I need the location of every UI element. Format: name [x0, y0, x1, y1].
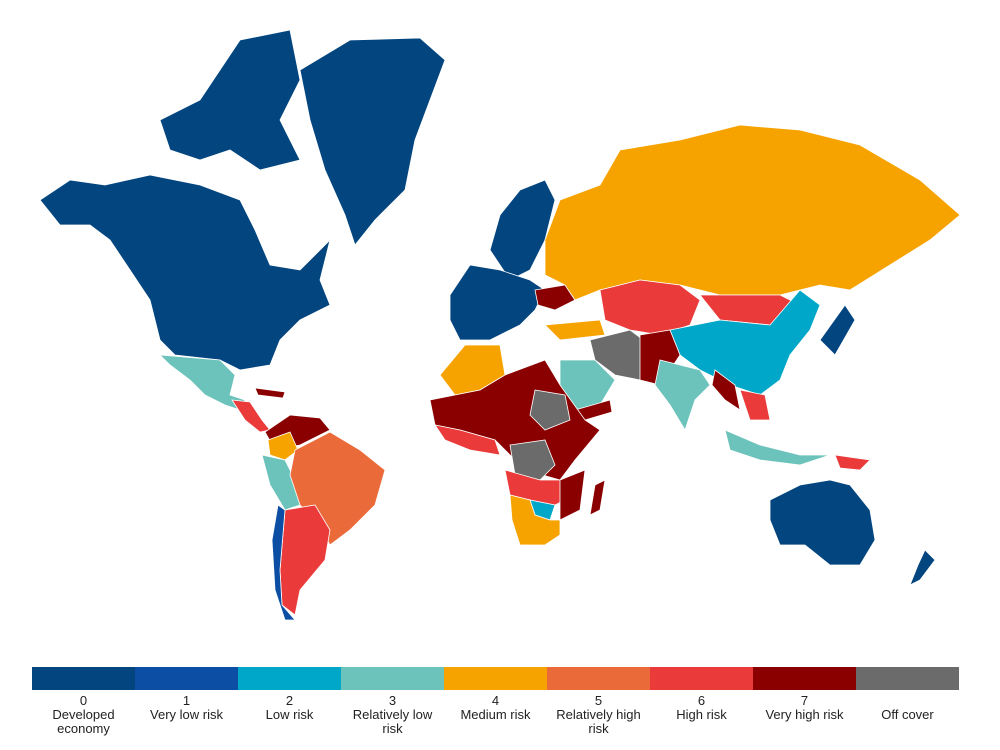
legend-label: Relatively low risk [352, 707, 433, 736]
legend-item: 4 Medium risk [444, 667, 547, 736]
west-africa [434, 424, 501, 456]
world-map [39, 29, 961, 621]
legend-swatch [32, 667, 135, 690]
southern-africa [509, 494, 561, 546]
australia [769, 479, 876, 566]
papua [834, 454, 871, 471]
legend-item: 3 Relatively low risk [341, 667, 444, 736]
chile [271, 504, 296, 621]
argentina [279, 504, 331, 616]
caribbean [254, 387, 286, 399]
legend-label: Very high risk [765, 707, 844, 722]
legend-swatch [547, 667, 650, 690]
legend: 0 Developed economy 1 Very low risk 2 Low ris… [32, 667, 959, 736]
legend-score: 1 [182, 693, 191, 708]
legend-item: 2 Low risk [238, 667, 341, 736]
legend-swatch [238, 667, 341, 690]
turkey [544, 319, 606, 341]
legend-score: 6 [697, 693, 706, 708]
legend-score: 4 [491, 693, 500, 708]
legend-swatch [753, 667, 856, 690]
western-europe [449, 264, 546, 341]
legend-label: Low risk [265, 707, 314, 722]
legend-swatch [135, 667, 238, 690]
north-america [39, 174, 331, 371]
india [654, 359, 711, 431]
legend-item: 0 Developed economy [32, 667, 135, 736]
legend-label: Very low risk [150, 707, 223, 722]
legend-score: 2 [285, 693, 294, 708]
central-asia [599, 279, 701, 336]
greenland [299, 37, 446, 246]
mozambique [559, 469, 586, 521]
madagascar [589, 479, 606, 516]
legend-swatch [444, 667, 547, 690]
sudan [529, 389, 571, 431]
central-america [231, 399, 271, 433]
legend-label: Relatively high risk [556, 707, 641, 736]
congo [509, 439, 556, 481]
legend-item: 7 Very high risk [753, 667, 856, 736]
colombia [267, 431, 299, 461]
legend-label: Off cover [881, 707, 934, 722]
legend-item: 6 High risk [650, 667, 753, 736]
japan [819, 304, 856, 356]
countries [39, 29, 961, 621]
legend-swatch [341, 667, 444, 690]
legend-score: 5 [594, 693, 603, 708]
legend-score: 0 [79, 693, 88, 708]
legend-swatch [650, 667, 753, 690]
legend-score: 3 [388, 693, 397, 708]
arctic-islands [159, 29, 301, 171]
indonesia [724, 429, 831, 466]
legend-item: 5 Relatively high risk [547, 667, 650, 736]
legend-label: Medium risk [460, 707, 531, 722]
new-zealand [909, 549, 936, 586]
legend-item: Off cover [856, 667, 959, 736]
russia [544, 124, 961, 301]
legend-label: Developed economy [52, 707, 115, 736]
legend-item: 1 Very low risk [135, 667, 238, 736]
southeast-asia [711, 369, 741, 411]
indochina [739, 389, 771, 421]
ukraine [534, 284, 576, 311]
legend-score: 7 [800, 693, 809, 708]
legend-swatch [856, 667, 959, 690]
legend-label: High risk [676, 707, 727, 722]
